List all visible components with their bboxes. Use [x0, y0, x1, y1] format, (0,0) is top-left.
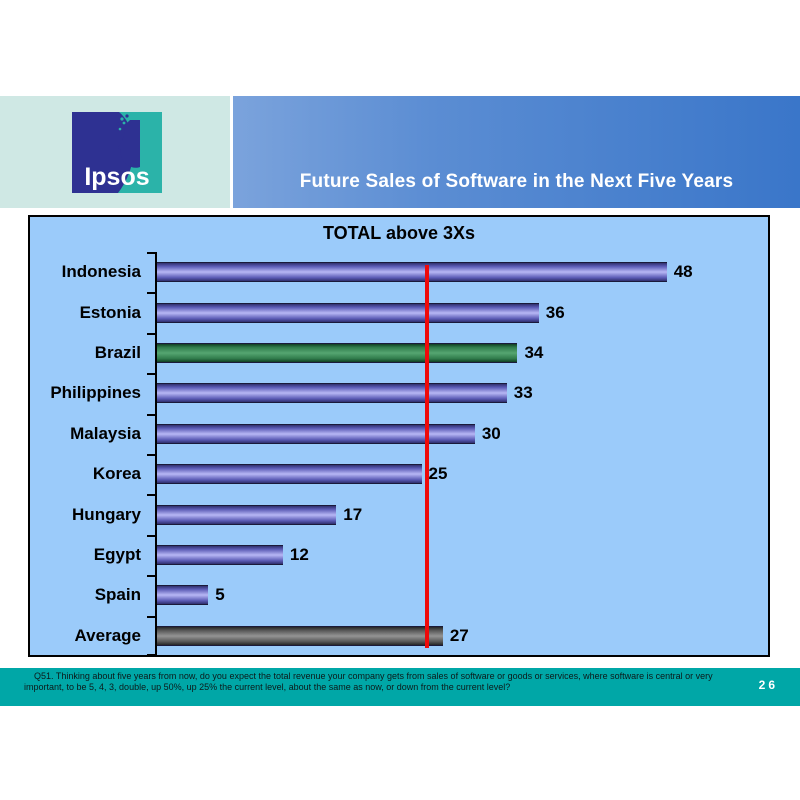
axis-ticks — [147, 252, 157, 656]
bar-area: 34 — [155, 333, 768, 373]
value-label-estonia: 36 — [545, 302, 565, 322]
chart-row: Average 27 — [30, 616, 768, 656]
chart-title: TOTAL above 3Xs — [322, 223, 476, 243]
chart-row: Spain 5 — [30, 575, 768, 615]
category-label-malaysia: Malaysia — [70, 423, 141, 443]
axis-tick — [147, 654, 157, 656]
footer: Q51. Thinking about five years from now,… — [0, 668, 800, 706]
title-banner: Future Sales of Software in the Next Fiv… — [233, 96, 800, 208]
bar-estonia — [155, 302, 539, 323]
chart-row: Estonia 36 — [30, 292, 768, 332]
logo-text: Ipsos — [84, 163, 149, 191]
page-number: 26 — [758, 678, 778, 692]
axis-tick — [147, 534, 157, 537]
category-label-average: Average — [74, 625, 141, 645]
category-label-estonia: Estonia — [79, 302, 141, 322]
chart-row: Malaysia 30 — [30, 414, 768, 454]
bar-korea — [155, 464, 422, 485]
bar-area: 17 — [155, 494, 768, 534]
axis-tick — [147, 252, 157, 254]
chart-row: Korea 25 — [30, 454, 768, 494]
value-label-egypt: 12 — [289, 544, 309, 564]
chart-plot: TOTAL above 3Xs Indonesia 48 Estonia 36 Braz… — [28, 215, 770, 657]
value-label-malaysia: 30 — [481, 423, 501, 443]
category-label-brazil: Brazil — [94, 342, 141, 362]
value-label-philippines: 33 — [513, 383, 533, 403]
axis-tick — [147, 575, 157, 578]
value-label-indonesia: 48 — [673, 262, 693, 282]
bar-area: 30 — [155, 414, 768, 454]
category-label-spain: Spain — [94, 585, 141, 605]
category-label-korea: Korea — [92, 464, 141, 484]
chart-row: Philippines 33 — [30, 373, 768, 413]
chart-row: Hungary 17 — [30, 494, 768, 534]
value-label-spain: 5 — [215, 585, 225, 605]
bar-area: 27 — [155, 616, 768, 656]
slide-title: Future Sales of Software in the Next Fiv… — [299, 171, 734, 192]
category-label-hungary: Hungary — [72, 504, 141, 524]
bar-brazil — [155, 342, 518, 363]
axis-tick — [147, 332, 157, 335]
bar-area: 12 — [155, 535, 768, 575]
axis-tick — [147, 454, 157, 456]
category-label-indonesia: Indonesia — [61, 262, 141, 282]
bar-area: 36 — [155, 292, 768, 332]
bar-egypt — [155, 544, 283, 565]
chart-rows-wrap: Indonesia 48 Estonia 36 Brazil 34 Philippines 3… — [30, 252, 768, 656]
chart-row: Brazil 34 — [30, 333, 768, 373]
question-text: Q51. Thinking about five years from now,… — [24, 671, 713, 692]
axis-tick — [147, 373, 157, 376]
bar-philippines — [155, 383, 507, 404]
value-label-average: 27 — [449, 625, 469, 645]
bar-hungary — [155, 504, 337, 525]
bar-area: 33 — [155, 373, 768, 413]
header: Ipsos Future Sales of Software in the Ne… — [0, 96, 800, 208]
axis-tick — [147, 494, 157, 497]
logo-panel: Ipsos — [0, 96, 230, 208]
chart-row: Egypt 12 — [30, 535, 768, 575]
bar-malaysia — [155, 423, 475, 444]
axis-tick — [147, 292, 157, 295]
category-label-egypt: Egypt — [93, 544, 141, 564]
bar-indonesia — [155, 262, 667, 283]
chart-row: Indonesia 48 — [30, 252, 768, 292]
reference-line — [424, 265, 429, 648]
bar-area: 48 — [155, 252, 768, 292]
value-label-hungary: 17 — [343, 504, 363, 524]
chart-rows: Indonesia 48 Estonia 36 Brazil 34 Philippines 3… — [30, 252, 768, 656]
ipsos-logo-icon: Ipsos — [72, 112, 162, 193]
category-label-philippines: Philippines — [50, 383, 141, 403]
bar-area: 5 — [155, 575, 768, 615]
value-label-brazil: 34 — [524, 342, 544, 362]
ipsos-logo: Ipsos — [72, 112, 162, 193]
bar-average — [155, 625, 443, 646]
axis-tick — [147, 615, 157, 618]
axis-tick — [147, 413, 157, 416]
bar-area: 25 — [155, 454, 768, 494]
value-label-korea: 25 — [428, 464, 448, 484]
bar-spain — [155, 585, 209, 606]
